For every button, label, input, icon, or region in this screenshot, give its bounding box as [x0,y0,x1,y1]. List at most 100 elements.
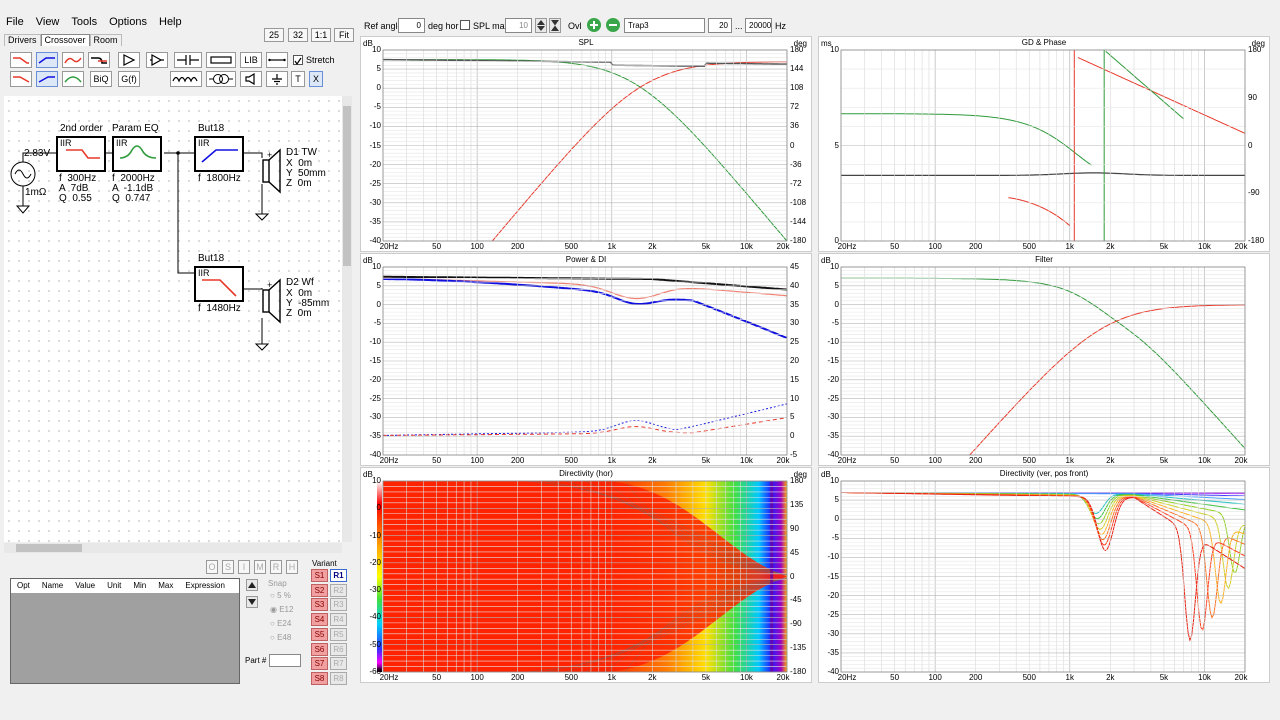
notch-button[interactable] [88,52,110,68]
buffer-button[interactable] [118,52,140,68]
speaker-button[interactable] [240,71,262,87]
gd-plot[interactable] [819,37,1271,253]
power-plot[interactable] [361,254,813,467]
variant-r6-button[interactable]: R6 [330,642,347,656]
spl-grid [382,49,788,242]
filter-plot[interactable] [819,254,1271,467]
iir-highpass-block[interactable]: IIR [194,136,244,172]
snap-e12-option[interactable]: ◉ E12 [270,605,294,614]
variant-s2-button[interactable]: S2 [311,583,328,597]
biquad-button[interactable]: BiQ [90,71,112,87]
peq-green-button[interactable] [62,71,84,87]
stretch-checkbox[interactable] [293,55,303,66]
move-up-button[interactable] [246,579,258,591]
variant-r8-button[interactable]: R8 [330,671,347,685]
library-button[interactable]: LIB [240,52,262,68]
snap-e24-option[interactable]: ○ E24 [270,619,292,628]
freq-max-input[interactable]: 20000 [745,18,772,33]
opt-i-button[interactable]: I [238,560,250,574]
schematic-canvas[interactable]: + + 2.83V 1mΩ 2nd order IIR f 300Hz A 7d… [4,96,342,542]
tab-drivers[interactable]: Drivers [4,34,41,46]
inductor-button[interactable] [170,71,202,87]
dirv-plot[interactable] [819,468,1271,684]
variant-s1-button[interactable]: S1 [311,569,328,582]
transformer-button[interactable] [206,71,236,87]
opt-h-button[interactable]: H [286,560,298,574]
variant-s3-button[interactable]: S3 [311,598,328,612]
x-tool-button[interactable]: X [309,71,323,87]
variant-r4-button[interactable]: R4 [330,613,347,627]
ground-button[interactable] [266,71,288,87]
iir-lowshelf-block[interactable]: IIR [56,136,106,172]
freq-min-input[interactable]: 20 [708,18,732,33]
optimizer-table[interactable]: Opt Name Value Unit Min Max Expression [10,578,240,684]
gd-graph-panel[interactable]: GD & Phase ms deg 10 5 0 180 90 0 -90 -180 20Hz 50 10… [818,36,1270,252]
capacitor-button[interactable] [174,52,202,68]
move-down-button[interactable] [246,596,258,608]
zoom-32-button[interactable]: 32 [288,28,308,42]
zoom-1-1-button[interactable]: 1:1 [311,28,331,42]
hourglass-button[interactable] [549,18,561,33]
variant-s8-button[interactable]: S8 [311,671,328,685]
variant-s6-button[interactable]: S6 [311,642,328,656]
spl-max-checkbox[interactable] [460,20,470,30]
vscroll-thumb[interactable] [343,106,351,266]
dirh-plot[interactable] [361,468,813,684]
ref-angle-input[interactable]: 0 [398,18,425,33]
zoom-25-button[interactable]: 25 [264,28,284,42]
menu-tools[interactable]: Tools [71,16,98,28]
iir-peq-block[interactable]: IIR [112,136,162,172]
schematic-hscrollbar[interactable] [4,543,342,553]
opt-o-button[interactable]: O [206,560,218,574]
gf-button[interactable]: G(f) [118,71,140,87]
filter-graph-panel[interactable]: Filter dB 10 5 0 -5 -10 -15 -20 -25 -30 -35 -40 20Hz 5… [818,253,1270,466]
hscroll-thumb[interactable] [16,544,82,552]
hz-label: Hz [775,21,786,31]
spl-plot[interactable] [361,37,813,253]
variant-r7-button[interactable]: R7 [330,657,347,671]
iir-lowpass-block[interactable]: IIR [194,266,244,302]
variant-r5-button[interactable]: R5 [330,627,347,641]
variant-r2-button[interactable]: R2 [330,583,347,597]
variant-s5-button[interactable]: S5 [311,627,328,641]
zoom-fit-button[interactable]: Fit [334,28,354,42]
menu-view[interactable]: View [35,16,60,28]
inverter-button[interactable] [146,52,168,68]
tab-room[interactable]: Room [89,34,122,46]
remove-overlay-button[interactable] [606,18,620,32]
spl-graph-panel[interactable]: SPL dB deg 10 5 0 -5 -10 -15 -20 -25 -30 -35 -40 180 14… [360,36,812,252]
highpass-blue-button[interactable] [36,52,58,68]
bandpass-red-button[interactable] [62,52,84,68]
snap-e48-option[interactable]: ○ E48 [270,633,292,642]
snap-5pct-option[interactable]: ○ 5 % [270,591,291,600]
dirv-graph-panel[interactable]: Directivity (ver, pos front) dB 10 5 0 -5 -10-… [818,467,1270,683]
opt-r-button[interactable]: R [270,560,282,574]
part-number-input[interactable] [269,654,301,667]
wire-button[interactable] [266,52,288,68]
filter-x-tick: 20k [1234,456,1248,465]
variant-s4-button[interactable]: S4 [311,613,328,627]
spl-spinner[interactable] [535,18,547,33]
lowpass-red-button[interactable] [10,52,32,68]
highpass2-blue-button[interactable] [36,71,58,87]
schematic-vscrollbar[interactable] [342,96,352,542]
variant-s7-button[interactable]: S7 [311,657,328,671]
variant-r1-button[interactable]: R1 [330,569,347,582]
menu-options[interactable]: Options [109,16,147,28]
spl-max-input[interactable]: 10 [505,18,532,33]
opt-m-button[interactable]: M [254,560,266,574]
power-graph-panel[interactable]: Power & DI dB 10 5 0 -5 -10 -15 -20 -25 -30 -35 -40 4… [360,253,812,466]
dirh-graph-panel[interactable]: Directivity (hor) dB deg 10 0 -10 -20 -30 -40 -50… [360,467,812,683]
menu-file[interactable]: File [6,16,24,28]
resistor-button[interactable] [206,52,236,68]
menu-help[interactable]: Help [159,16,182,28]
gd-right-tick: 0 [1248,140,1253,150]
lowpass2-red-button[interactable] [10,71,32,87]
opt-s-button[interactable]: S [222,560,234,574]
variant-r3-button[interactable]: R3 [330,598,347,612]
trace-name-input[interactable]: Trap3 [624,18,705,33]
tab-crossover[interactable]: Crossover [40,34,90,46]
text-tool-button[interactable]: T [291,71,305,87]
capacitor-icon [177,55,199,65]
add-overlay-button[interactable] [587,18,601,32]
